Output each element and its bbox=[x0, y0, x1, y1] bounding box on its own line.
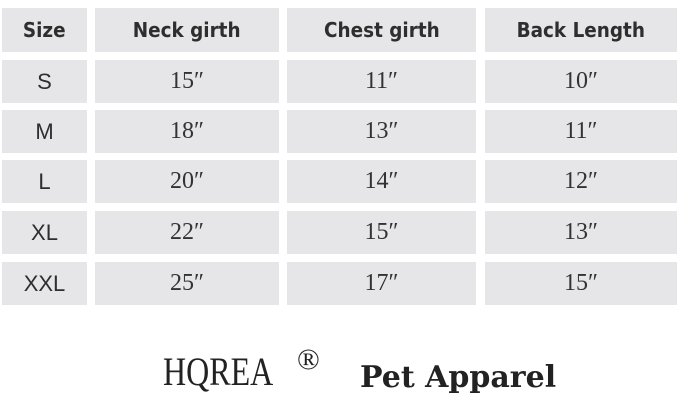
back-length-value: 13″ bbox=[564, 219, 598, 245]
neck-girth-value: 18″ bbox=[170, 118, 204, 144]
neck-girth-value: 25″ bbox=[170, 270, 204, 296]
cell-neck-girth: 20″ bbox=[95, 160, 279, 203]
header-cell-back-length: Back Length bbox=[485, 8, 677, 52]
header-label: Back Length bbox=[516, 18, 646, 42]
header-label: Neck girth bbox=[133, 18, 241, 42]
cell-back-length: 15″ bbox=[485, 262, 677, 305]
cell-neck-girth: 25″ bbox=[95, 262, 279, 305]
cell-chest-girth: 14″ bbox=[287, 160, 476, 203]
back-length-value: 15″ bbox=[564, 270, 598, 296]
header-cell-size: Size bbox=[2, 8, 87, 52]
cell-size: XXL bbox=[2, 262, 87, 305]
cell-size: M bbox=[2, 110, 87, 153]
cell-size: L bbox=[2, 160, 87, 203]
header-label: Size bbox=[23, 18, 66, 42]
cell-neck-girth: 18″ bbox=[95, 110, 279, 153]
cell-size: S bbox=[2, 60, 87, 103]
size-value: XL bbox=[31, 219, 58, 245]
chest-girth-value: 11″ bbox=[364, 68, 399, 94]
size-value: L bbox=[38, 168, 51, 194]
chest-girth-value: 13″ bbox=[364, 118, 399, 144]
tagline: Pet Apparel bbox=[360, 360, 557, 395]
cell-chest-girth: 17″ bbox=[287, 262, 476, 305]
cell-chest-girth: 15″ bbox=[287, 211, 476, 254]
cell-back-length: 12″ bbox=[485, 160, 677, 203]
cell-back-length: 11″ bbox=[485, 110, 677, 153]
neck-girth-value: 15″ bbox=[170, 68, 204, 94]
registered-mark: ® bbox=[297, 343, 320, 376]
back-length-value: 12″ bbox=[564, 168, 598, 194]
neck-girth-value: 22″ bbox=[170, 219, 204, 245]
header-cell-chest-girth: Chest girth bbox=[287, 8, 476, 52]
cell-back-length: 13″ bbox=[485, 211, 677, 254]
cell-neck-girth: 15″ bbox=[95, 60, 279, 103]
chest-girth-value: 17″ bbox=[364, 270, 399, 296]
size-value: S bbox=[37, 68, 52, 94]
chest-girth-value: 15″ bbox=[364, 219, 399, 245]
back-length-value: 10″ bbox=[564, 68, 598, 94]
cell-size: XL bbox=[2, 211, 87, 254]
size-value: XXL bbox=[23, 270, 66, 296]
chest-girth-value: 14″ bbox=[364, 168, 399, 194]
header-label: Chest girth bbox=[323, 18, 440, 42]
header-cell-neck-girth: Neck girth bbox=[95, 8, 279, 52]
neck-girth-value: 20″ bbox=[170, 168, 204, 194]
cell-chest-girth: 13″ bbox=[287, 110, 476, 153]
cell-back-length: 10″ bbox=[485, 60, 677, 103]
size-value: M bbox=[35, 118, 54, 144]
brand-name: HQREA bbox=[163, 349, 274, 394]
back-length-value: 11″ bbox=[564, 118, 598, 144]
cell-chest-girth: 11″ bbox=[287, 60, 476, 103]
cell-neck-girth: 22″ bbox=[95, 211, 279, 254]
